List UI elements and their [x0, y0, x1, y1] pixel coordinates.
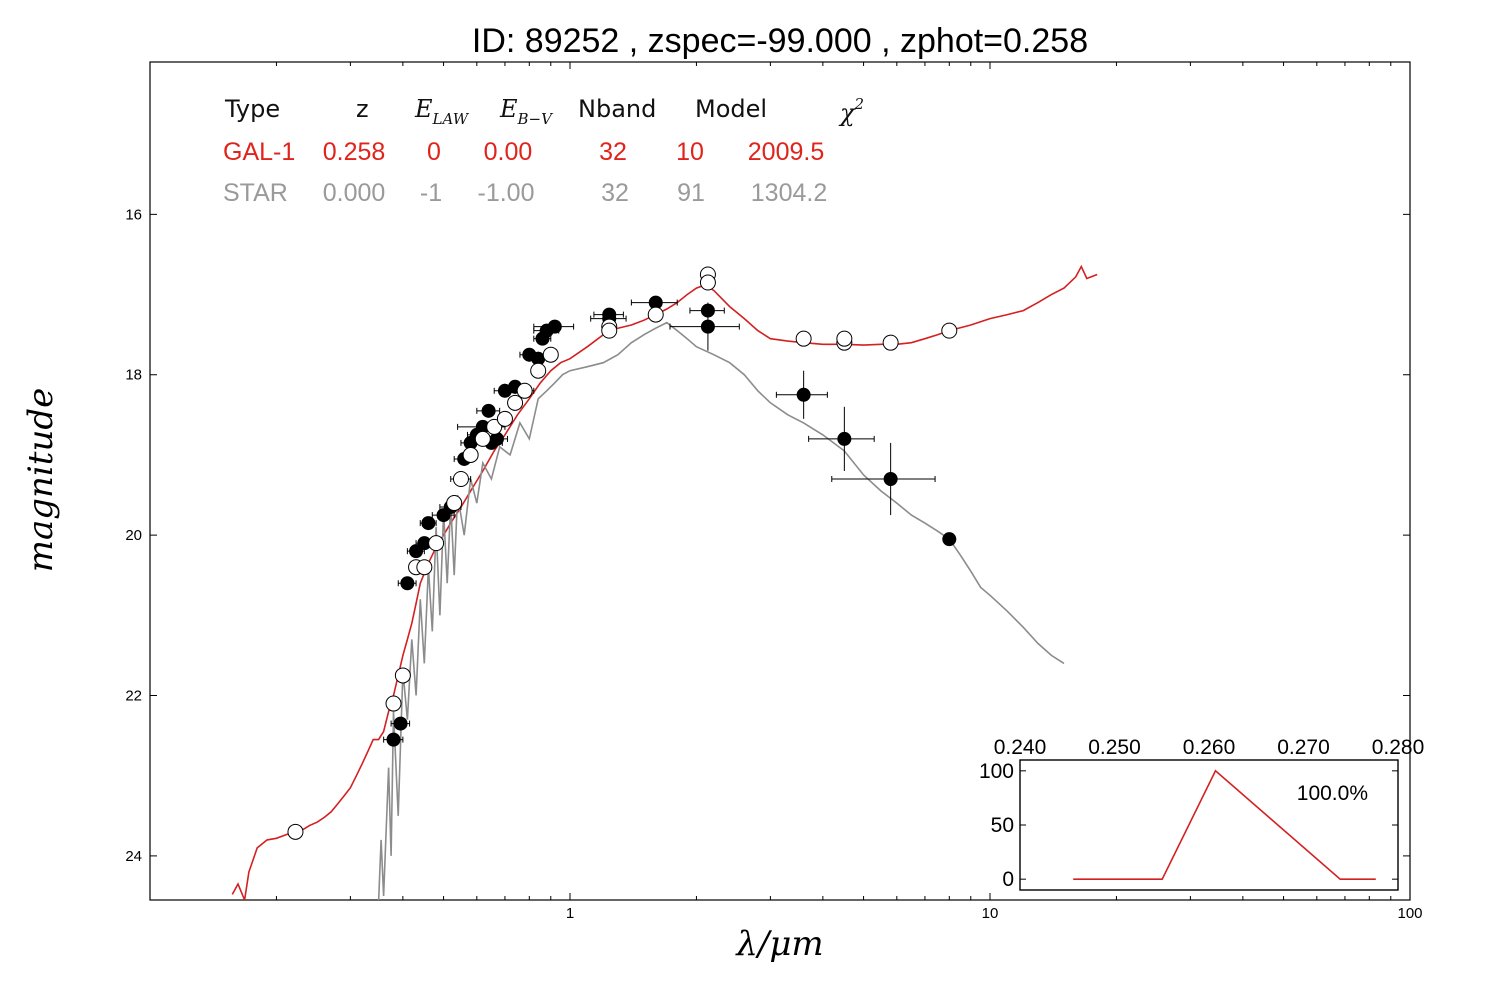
model-point — [452, 470, 469, 487]
star-nband: 32 — [601, 179, 629, 207]
gal-type: GAL-1 — [223, 138, 295, 166]
inset-pdf-line — [1073, 769, 1376, 880]
y-tick-label: 18 — [125, 367, 142, 384]
observed-point — [547, 319, 562, 334]
model-point — [507, 394, 524, 411]
inset-y-tick-label: 0 — [1002, 868, 1014, 891]
observed-point — [700, 319, 715, 334]
observed-point — [942, 532, 957, 547]
plot-frame — [149, 61, 1411, 901]
model-point — [496, 410, 513, 427]
model-point — [530, 362, 547, 379]
inset-y-tick-label: 50 — [991, 814, 1014, 837]
fit-header-ebv: EB−V — [499, 95, 554, 128]
model-point — [795, 330, 812, 347]
star-model: 91 — [677, 179, 705, 207]
model-point — [394, 667, 411, 684]
gal-model: 10 — [676, 138, 704, 166]
fit-header-chi2: χ2 — [838, 95, 864, 127]
y-tick-label: 20 — [125, 527, 142, 544]
observed-point — [421, 516, 436, 531]
inset-x-tick-label: 0.240 — [994, 736, 1047, 759]
inset-x-tick-label: 0.260 — [1183, 736, 1236, 759]
model-point — [486, 418, 503, 435]
model-point — [446, 495, 463, 512]
x-axis-label: λ/μm — [734, 924, 823, 964]
observed-point — [796, 387, 811, 402]
observed-point — [883, 471, 898, 486]
inset-x-tick-label: 0.250 — [1088, 736, 1141, 759]
model-point — [462, 446, 479, 463]
model-point — [647, 306, 664, 323]
model-point — [516, 382, 533, 399]
series-gal-1-line — [231, 264, 1098, 900]
gal-nband: 32 — [599, 138, 627, 166]
plot-area — [231, 264, 1098, 900]
model-point — [601, 322, 618, 339]
model-point — [542, 346, 559, 363]
gal-ebv: 0.00 — [484, 138, 533, 166]
x-tick-label: 100 — [1397, 905, 1422, 922]
inset-series-layer: 0.240 0.250 0.260 0.270 0.280 0 50 100 — [979, 736, 1424, 891]
model-point — [416, 559, 433, 576]
observed-point — [837, 431, 852, 446]
x-tick-label: 10 — [982, 905, 999, 922]
y-tick-label: 24 — [125, 848, 142, 865]
main-series-layer — [231, 264, 1098, 900]
gal-z: 0.258 — [323, 138, 386, 166]
fit-header-model: Model — [695, 95, 767, 123]
y-tick-label: 16 — [125, 206, 142, 223]
fit-header-type: Type — [224, 95, 280, 123]
star-type: STAR — [223, 179, 288, 207]
star-elaw: -1 — [420, 179, 442, 207]
y-tick-label: 22 — [125, 688, 142, 705]
x-tick-label: 1 — [566, 905, 574, 922]
model-point — [882, 334, 899, 351]
model-point — [941, 322, 958, 339]
gal-elaw: 0 — [427, 138, 441, 166]
observed-point — [393, 716, 408, 731]
model-point — [699, 274, 716, 291]
star-z: 0.000 — [323, 179, 386, 207]
y-axis-label: magnitude — [21, 388, 61, 573]
inset-frame — [1019, 759, 1399, 891]
inset-probability-label: 100.0% — [1297, 782, 1368, 805]
model-point — [474, 430, 491, 447]
inset-y-tick-label: 100 — [979, 760, 1014, 783]
chart-title: ID: 89252 , zspec=-99.000 , zphot=0.258 — [472, 22, 1088, 60]
observed-point — [386, 732, 401, 747]
model-point — [836, 330, 853, 347]
series-star-line — [377, 321, 1065, 900]
inset-x-tick-label: 0.270 — [1277, 736, 1330, 759]
observed-point — [400, 576, 415, 591]
model-point — [385, 695, 402, 712]
star-ebv: -1.00 — [478, 179, 535, 207]
model-point — [428, 535, 445, 552]
fit-header-z: z — [356, 95, 369, 123]
inset-x-tick-label: 0.280 — [1372, 736, 1425, 759]
redshift-pdf-inset: 0.240 0.250 0.260 0.270 0.280 0 50 100 100.0% — [979, 736, 1424, 891]
model-point — [287, 823, 304, 840]
fit-table: Type z ELAW EB−V Nband Model χ2 GAL-1 0.… — [223, 95, 864, 207]
fit-header-elaw: ELAW — [414, 95, 470, 128]
gal-chi2: 2009.5 — [748, 138, 824, 166]
observed-point — [481, 403, 496, 418]
star-chi2: 1304.2 — [751, 179, 827, 207]
fit-header-nband: Nband — [578, 95, 656, 123]
